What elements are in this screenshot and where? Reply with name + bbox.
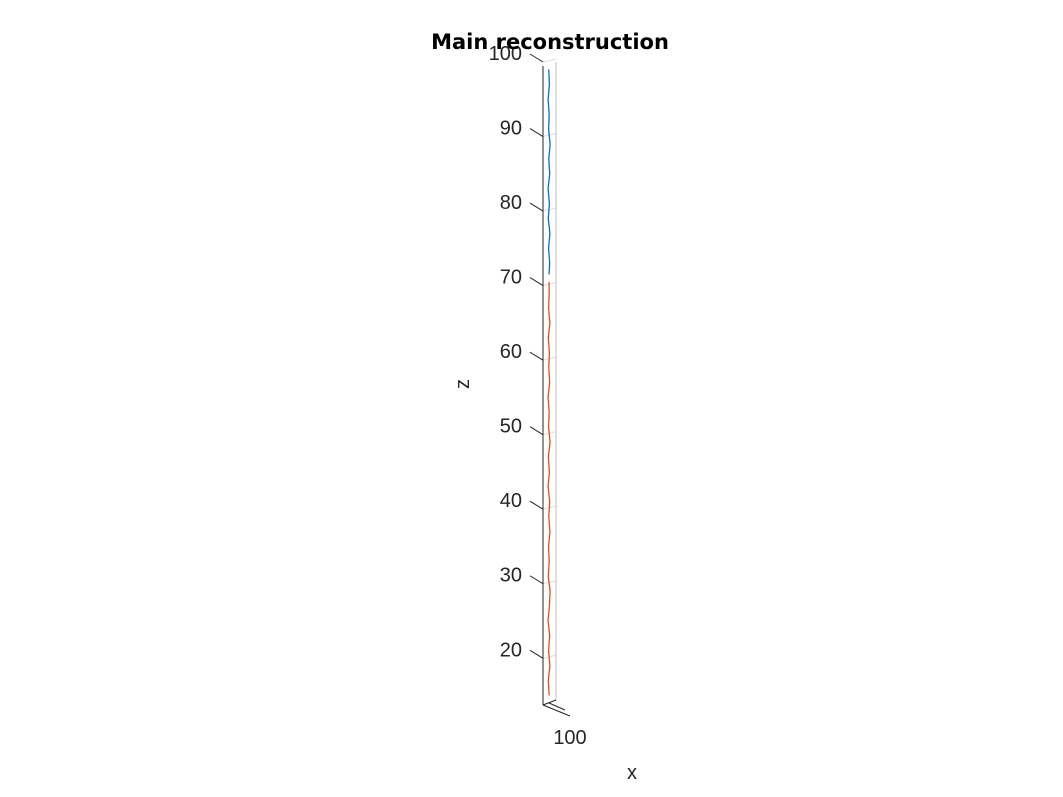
z-tick-label: 30 [500,565,522,587]
z-tick-mark [529,277,544,287]
z-tick-label: 100 [489,43,522,65]
chart-title: Main reconstruction [431,30,669,54]
series [547,69,551,696]
series-line-1 [547,69,551,275]
z-tick-mark [529,649,544,659]
z-tick-mark [529,53,544,63]
z-tick-mark [529,426,544,436]
z-tick-mark [529,202,544,212]
x-axis-line [542,704,571,717]
z-tick-mark [529,128,544,137]
z-ticks: 20 30 40 50 60 70 80 90 100 [489,43,544,661]
x-axis-label: x [627,762,637,784]
z-tick-label: 70 [500,267,522,289]
z-axis-label: z [452,379,474,389]
z-tick-label: 90 [500,118,522,140]
axes [542,62,571,717]
z-tick-label: 20 [500,639,522,661]
z-tick-label: 80 [500,192,522,214]
x-tick-label: 100 [553,727,586,749]
z-tick-mark [529,500,544,510]
z-tick-mark [529,575,544,585]
series-line-2 [547,281,551,696]
z-tick-mark [529,351,544,361]
z-tick-label: 40 [500,490,522,512]
bottom-edge-line [542,699,557,706]
z-tick-label: 50 [500,416,522,438]
grid-line [542,58,557,63]
z-tick-label: 60 [500,341,522,363]
x-axis-line-2 [548,702,566,711]
